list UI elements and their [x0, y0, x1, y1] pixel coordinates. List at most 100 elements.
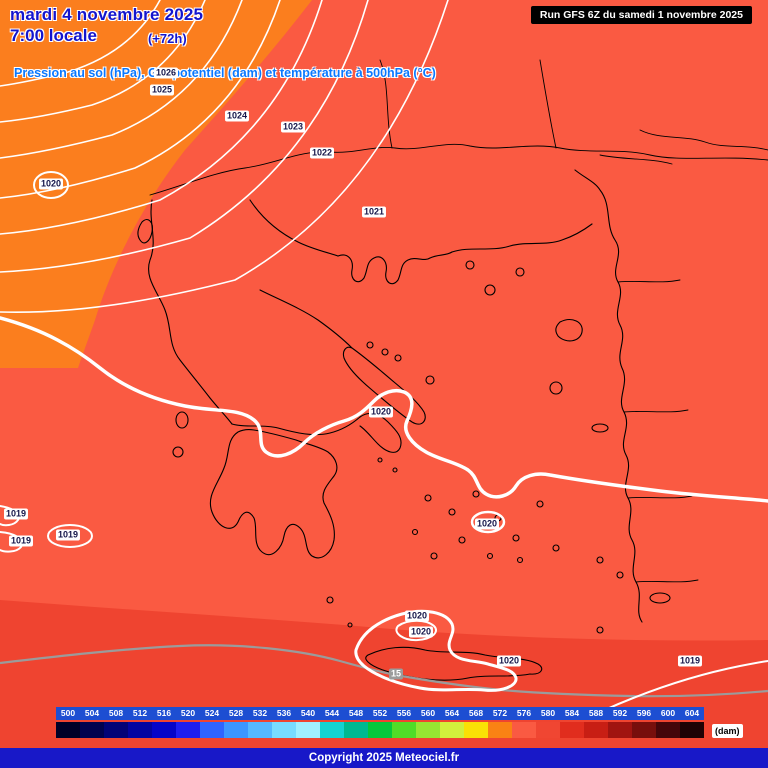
scale-value: 596 [632, 707, 656, 720]
scale-colors-row [56, 722, 704, 738]
scale-color-cell [176, 722, 200, 738]
contour-label-1020: 1020 [368, 406, 394, 418]
scale-value: 600 [656, 707, 680, 720]
scale-color-cell [680, 722, 704, 738]
scale-value: 500 [56, 707, 80, 720]
scale-value: 540 [296, 707, 320, 720]
isobar-1019-c [47, 524, 93, 548]
scale-value: 504 [80, 707, 104, 720]
contour-label-1023: 1023 [280, 121, 306, 133]
forecast-offset: (+72h) [148, 31, 187, 46]
scale-value: 508 [104, 707, 128, 720]
scale-color-cell [656, 722, 680, 738]
isobar-1026 [0, 0, 206, 123]
contour-label-1024: 1024 [224, 110, 250, 122]
scale-color-cell [608, 722, 632, 738]
date-title: mardi 4 novembre 2025 [10, 5, 204, 24]
map-subtitle: Pression au sol (hPa), Geopotentiel (dam… [14, 66, 436, 80]
isobar-1022 [0, 0, 369, 273]
scale-value: 512 [128, 707, 152, 720]
isobar-1019-b [0, 531, 24, 553]
scale-color-cell [392, 722, 416, 738]
isobars [0, 0, 768, 713]
contour-label-1021: 1021 [361, 206, 387, 218]
scale-value: 544 [320, 707, 344, 720]
scale-color-cell [416, 722, 440, 738]
copyright-text: Copyright 2025 Meteociel.fr [308, 752, 460, 764]
scale-value: 520 [176, 707, 200, 720]
contour-label-1025: 1025 [149, 84, 175, 96]
run-info-box: Run GFS 6Z du samedi 1 novembre 2025 [530, 6, 752, 24]
scale-value: 532 [248, 707, 272, 720]
scale-value: 604 [680, 707, 704, 720]
scale-value: 572 [488, 707, 512, 720]
scale-color-cell [152, 722, 176, 738]
scale-unit-label: (dam) [712, 724, 743, 738]
scale-color-cell [464, 722, 488, 738]
contour-label-1020: 1020 [474, 518, 500, 530]
color-scale: 500 504 508 512 516 520 524 528 532 536 540 544 548 5… [56, 707, 704, 738]
scale-value: 592 [608, 707, 632, 720]
copyright-bar: Copyright 2025 Meteociel.fr [0, 748, 768, 768]
contour-label-1019: 1019 [3, 508, 29, 520]
isobar-1025 [0, 0, 243, 159]
contour-label-15: 15 [388, 668, 404, 680]
contour-label-1020: 1020 [38, 178, 64, 190]
scale-color-cell [224, 722, 248, 738]
scale-color-cell [296, 722, 320, 738]
scale-color-cell [320, 722, 344, 738]
scale-color-cell [584, 722, 608, 738]
zone-orange-nw [0, 0, 312, 368]
scale-value: 516 [152, 707, 176, 720]
scale-color-cell [632, 722, 656, 738]
scale-color-cell [344, 722, 368, 738]
contour-label-1019: 1019 [8, 535, 34, 547]
scale-value: 552 [368, 707, 392, 720]
contour-label-1026: 1026 [153, 67, 179, 79]
isobar-1027 [0, 0, 161, 87]
scale-value: 556 [392, 707, 416, 720]
scale-values-row: 500 504 508 512 516 520 524 528 532 536 540 544 548 5… [56, 707, 704, 720]
scale-value: 568 [464, 707, 488, 720]
scale-value: 576 [512, 707, 536, 720]
isobar-1023 [0, 0, 323, 235]
scale-value: 548 [344, 707, 368, 720]
isobar-1024 [0, 0, 281, 199]
scale-color-cell [248, 722, 272, 738]
contour-label-1019: 1019 [677, 655, 703, 667]
scale-color-cell [512, 722, 536, 738]
scale-value: 524 [200, 707, 224, 720]
scale-value: 528 [224, 707, 248, 720]
forecast-map[interactable] [0, 0, 768, 748]
scale-color-cell [80, 722, 104, 738]
coastlines [137, 59, 768, 681]
scale-value: 584 [560, 707, 584, 720]
scale-value: 564 [440, 707, 464, 720]
scale-color-cell [104, 722, 128, 738]
scale-color-cell [128, 722, 152, 738]
scale-color-cell [200, 722, 224, 738]
scale-color-cell [272, 722, 296, 738]
scale-color-cell [56, 722, 80, 738]
isobar-1021 [0, 0, 449, 314]
contour-label-1020: 1020 [404, 610, 430, 622]
contour-label-1020: 1020 [496, 655, 522, 667]
scale-color-cell [440, 722, 464, 738]
isobar-1019-se [599, 660, 768, 713]
isobar-1020-nw-loop [33, 171, 69, 199]
scale-color-cell [560, 722, 584, 738]
isobar-1020-crete-outer [354, 609, 518, 692]
scale-value: 536 [272, 707, 296, 720]
scale-value: 580 [536, 707, 560, 720]
contour-label-1019: 1019 [55, 529, 81, 541]
scale-value: 588 [584, 707, 608, 720]
isobar-1020-aegean-loop [470, 510, 506, 534]
scale-color-cell [368, 722, 392, 738]
scale-color-cell [488, 722, 512, 738]
contour-label-1020: 1020 [408, 626, 434, 638]
isobar-1020-main [0, 316, 768, 503]
scale-color-cell [536, 722, 560, 738]
scale-value: 560 [416, 707, 440, 720]
time-title: 7:00 locale [10, 26, 97, 45]
